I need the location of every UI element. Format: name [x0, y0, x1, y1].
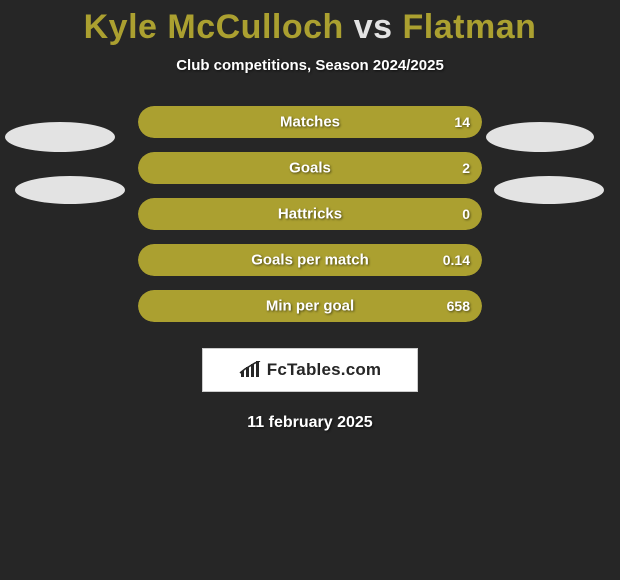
- stat-value: 14: [454, 114, 470, 130]
- side-ellipse: [15, 176, 125, 204]
- date-label: 11 february 2025: [0, 414, 620, 432]
- side-ellipse: [494, 176, 604, 204]
- stat-value: 658: [447, 298, 470, 314]
- title-player1: Kyle McCulloch: [84, 8, 344, 46]
- stat-row: Matches 14: [138, 106, 482, 138]
- subtitle: Club competitions, Season 2024/2025: [0, 57, 620, 74]
- barchart-icon: [239, 361, 261, 379]
- stat-label: Min per goal: [266, 298, 354, 315]
- stat-value: 0: [462, 206, 470, 222]
- stat-value: 0.14: [443, 252, 470, 268]
- stat-label: Goals per match: [251, 252, 369, 269]
- stat-row: Goals 2: [138, 152, 482, 184]
- stat-value: 2: [462, 160, 470, 176]
- logo-box: FcTables.com: [202, 348, 418, 392]
- stat-row: Goals per match 0.14: [138, 244, 482, 276]
- side-ellipse: [486, 122, 594, 152]
- stat-label: Hattricks: [278, 206, 342, 223]
- stat-row: Hattricks 0: [138, 198, 482, 230]
- side-ellipse: [5, 122, 115, 152]
- stat-label: Matches: [280, 114, 340, 131]
- logo-text: FcTables.com: [267, 360, 382, 380]
- stat-label: Goals: [289, 160, 331, 177]
- page-title: Kyle McCulloch vs Flatman: [0, 0, 620, 47]
- stat-row: Min per goal 658: [138, 290, 482, 322]
- title-player2: Flatman: [403, 8, 537, 46]
- title-vs: vs: [344, 8, 403, 46]
